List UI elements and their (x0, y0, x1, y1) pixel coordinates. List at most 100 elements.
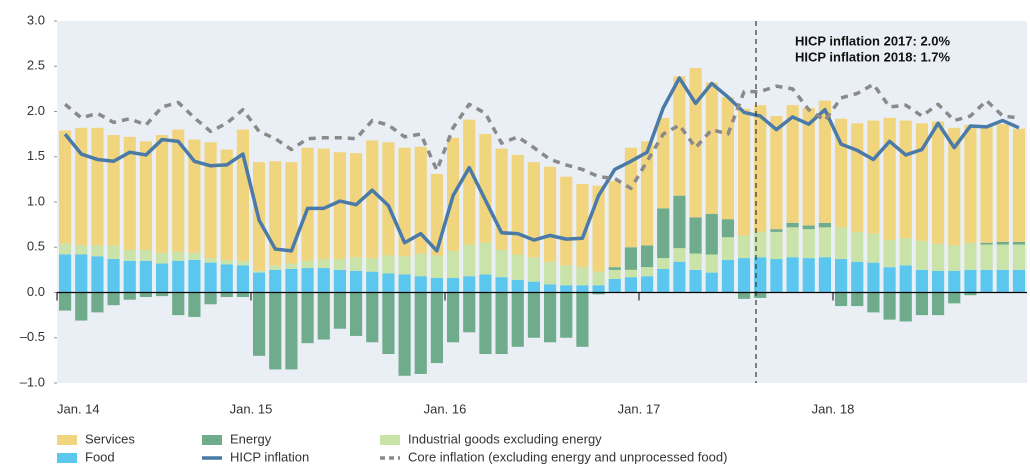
line-series (63, 82, 1020, 191)
y-tick-label: 2.5 (27, 58, 45, 73)
bar (463, 119, 476, 245)
bar (592, 285, 605, 293)
bar (75, 292, 88, 321)
bar (948, 292, 961, 304)
bar (867, 233, 880, 263)
bar (269, 265, 282, 270)
x-tick-label: Jan. 14 (57, 401, 100, 416)
bar (786, 257, 799, 293)
bar (123, 260, 136, 293)
bar (786, 105, 799, 223)
bar (689, 253, 702, 270)
bar (527, 281, 540, 293)
bar (641, 276, 654, 293)
bar (156, 292, 169, 297)
bar (576, 183, 589, 268)
bar (220, 259, 233, 265)
bar (91, 256, 104, 293)
bar (899, 238, 912, 266)
bar (786, 227, 799, 258)
bar (269, 292, 282, 370)
x-tick-label: Jan. 18 (812, 401, 855, 416)
bar (818, 100, 831, 223)
bar (851, 123, 864, 232)
bar (414, 253, 427, 277)
bar (382, 142, 395, 256)
bar (139, 292, 152, 298)
bar (285, 268, 298, 293)
bar (1012, 241, 1025, 245)
bar (172, 251, 185, 261)
bar (479, 242, 492, 275)
bar (754, 231, 767, 258)
bar (511, 292, 524, 347)
bar (75, 254, 88, 293)
bar (576, 292, 589, 347)
bar (333, 259, 346, 270)
bar (1012, 244, 1025, 270)
bar (754, 292, 767, 298)
bar (301, 292, 314, 344)
bar (366, 292, 379, 343)
bar (624, 277, 637, 293)
bar (624, 269, 637, 278)
bar (317, 268, 330, 293)
bar (59, 254, 72, 293)
bar (527, 162, 540, 258)
legend-label: Energy (230, 431, 272, 446)
bar (269, 161, 282, 266)
bar (980, 269, 993, 293)
bar (948, 127, 961, 246)
bar (835, 292, 848, 307)
bar (285, 292, 298, 370)
legend-label: HICP inflation (230, 449, 309, 464)
bar (770, 259, 783, 293)
bar (414, 146, 427, 254)
bar (333, 152, 346, 260)
bar (1012, 269, 1025, 293)
bar (980, 244, 993, 270)
bar (770, 229, 783, 232)
bar (899, 265, 912, 293)
bar (899, 292, 912, 322)
bar (107, 245, 120, 260)
bar (673, 261, 686, 293)
bar (932, 270, 945, 293)
y-tick-label: –1.0 (20, 374, 45, 389)
legend-swatch (380, 435, 400, 445)
bar (705, 254, 718, 273)
bar (220, 292, 233, 298)
annotation: HICP inflation 2018: 1.7% (795, 49, 951, 64)
bar (139, 141, 152, 250)
bar (479, 274, 492, 293)
bar (172, 260, 185, 293)
bar (544, 284, 557, 293)
bar (220, 149, 233, 260)
bar (253, 270, 266, 273)
bar (91, 292, 104, 313)
bar (495, 292, 508, 355)
bar (253, 292, 266, 356)
bar (818, 222, 831, 228)
legend-label: Food (85, 449, 115, 464)
bar (527, 257, 540, 282)
bar (608, 278, 621, 293)
bar (1012, 128, 1025, 242)
bar (107, 259, 120, 293)
x-tick-label: Jan. 17 (618, 401, 661, 416)
bar (236, 260, 249, 266)
bar (673, 76, 686, 196)
y-tick-label: –0.5 (20, 329, 45, 344)
bar (560, 285, 573, 293)
bar (139, 249, 152, 261)
bar (430, 255, 443, 279)
bar (592, 271, 605, 286)
bar (463, 244, 476, 277)
bar (721, 259, 734, 293)
bar (382, 273, 395, 293)
bar (366, 140, 379, 259)
bar (996, 269, 1009, 293)
bar (835, 227, 848, 260)
bar (463, 276, 476, 293)
bar (544, 166, 557, 262)
